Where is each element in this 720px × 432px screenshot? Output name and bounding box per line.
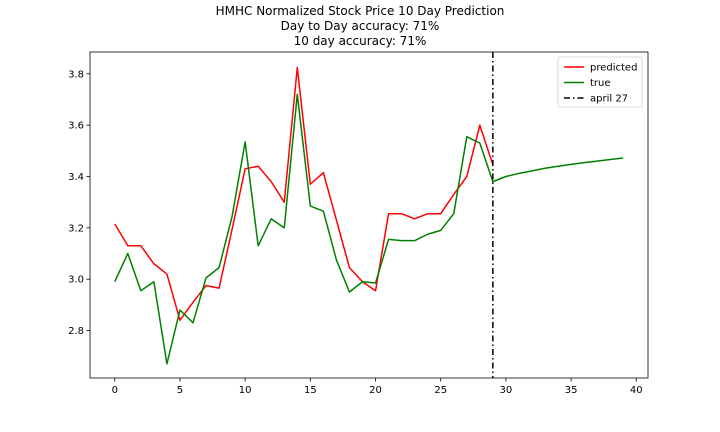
x-tick-label: 10 [239, 385, 252, 396]
x-tick-label: 25 [434, 385, 447, 396]
y-tick-label: 3.6 [68, 121, 84, 132]
series-line-predicted [114, 66, 494, 321]
legend-label-true: true [590, 78, 611, 89]
y-tick-label: 3.4 [68, 172, 84, 183]
y-tick-label: 3.2 [68, 223, 84, 234]
x-tick-label: 5 [177, 385, 183, 396]
legend-label-predicted: predicted [590, 63, 637, 74]
chart-title-line-1: HMHC Normalized Stock Price 10 Day Predi… [215, 4, 505, 18]
x-tick-label: 35 [565, 385, 578, 396]
x-tick-label: 30 [500, 385, 513, 396]
legend-label-april-27: april 27 [590, 94, 628, 105]
chart-title-line-2: Day to Day accuracy: 71% [280, 19, 440, 33]
plot-frame [89, 51, 649, 379]
x-tick-label: 0 [112, 385, 118, 396]
x-tick-label: 40 [630, 385, 643, 396]
y-tick-label: 3.0 [68, 275, 84, 286]
legend: predicted true april 27 [557, 56, 643, 108]
y-tick-label: 3.8 [68, 69, 84, 80]
y-tick-label: 2.8 [68, 326, 84, 337]
x-tick-label: 15 [304, 385, 317, 396]
series-line-true [114, 93, 624, 365]
legend-box [557, 56, 643, 108]
chart-title-line-3: 10 day accuracy: 71% [293, 34, 427, 48]
x-tick-label: 20 [369, 385, 382, 396]
